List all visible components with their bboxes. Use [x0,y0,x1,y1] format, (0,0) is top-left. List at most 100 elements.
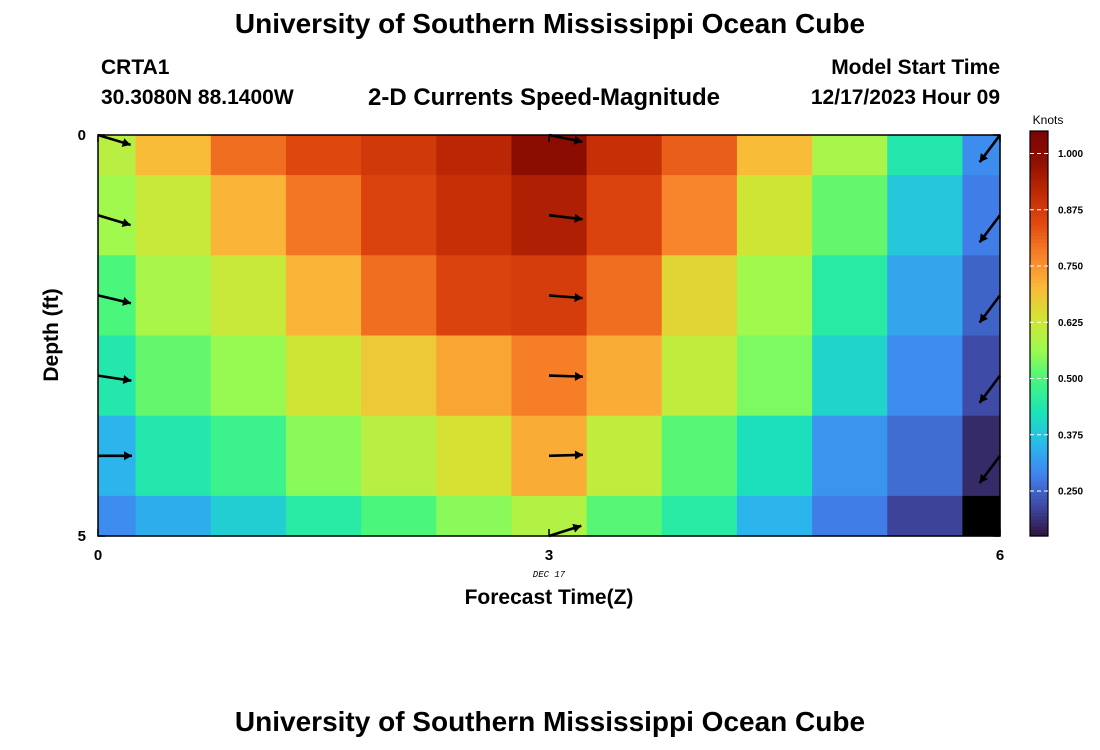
colorbar-segment [1030,323,1048,328]
colorbar-segment [1030,262,1048,267]
colorbar-segment [1030,478,1048,483]
heatmap-cell [361,255,437,337]
colorbar-segment [1030,313,1048,318]
heatmap-cell [586,255,663,337]
page-title: University of Southern Mississippi Ocean… [234,8,866,39]
heatmap-cell [586,495,663,537]
heatmap-cell [962,335,1001,417]
heatmap-cell [210,135,287,176]
heatmap-cell [661,135,738,176]
colorbar-segment [1030,316,1048,321]
colorbar-segment [1030,465,1048,470]
heatmap-cell [210,495,287,537]
colorbar-segment [1030,336,1048,341]
colorbar-segment [1030,455,1048,459]
vector-head [979,393,988,403]
colorbar-segment [1030,482,1048,486]
heatmap-cell [135,135,212,176]
vector-head [574,213,583,223]
heatmap-cell [586,135,663,176]
colorbar-segment [1030,218,1048,223]
current-vector [978,455,1002,484]
colorbar-segment [1030,188,1048,193]
current-vector [978,134,1002,163]
date-label: DEC 17 [533,570,566,580]
colorbar-segment [1030,333,1048,338]
current-vector [548,371,584,381]
vector-head [574,371,583,381]
colorbar-segment [1030,444,1048,449]
colorbar-segment [1030,509,1048,513]
colorbar-segment [1030,201,1048,206]
colorbar-segment [1030,384,1048,389]
colorbar-segment [1030,276,1048,281]
colorbar-segment [1030,424,1048,429]
heatmap-cell [361,495,437,537]
colorbar-segment [1030,421,1048,426]
colorbar-segment [1030,259,1048,264]
colorbar-segment [1030,272,1048,277]
colorbar-segment [1030,505,1048,510]
colorbar-segment [1030,367,1048,372]
colorbar-segment [1030,340,1048,345]
current-vector [978,374,1002,404]
colorbar-segment [1030,222,1048,227]
colorbar: 1.000 0.875 0.750 0.625 0.500 0.375 0.250 [1029,130,1083,537]
colorbar-segment [1030,205,1048,210]
vector-head [979,233,988,243]
heatmap-cell [736,135,813,176]
colorbar-segment [1030,303,1048,308]
colorbar-segment [1030,475,1048,480]
current-vector [548,523,582,538]
heatmap-cell [736,255,813,337]
heatmap-cell [285,415,362,497]
colorbar-segment [1030,131,1048,135]
colorbar-segment [1030,401,1048,405]
heatmap-cell [586,175,663,256]
colorbar-segment [1030,343,1048,348]
colorbar-segment [1030,330,1048,335]
colorbar-segment [1030,441,1048,446]
colorbar-segment [1030,461,1048,466]
colorbar-segment [1030,239,1048,243]
colorbar-segment [1030,282,1048,287]
colorbar-tick-label: 0.375 [1058,430,1083,441]
colorbar-segment [1030,198,1048,203]
heatmap-cell [812,175,888,256]
heatmap-cell [736,335,813,417]
vector-head [979,313,988,323]
heatmap-cell [135,335,212,417]
heatmap-cell [812,495,888,537]
colorbar-tick-label: 0.750 [1058,262,1083,273]
colorbar-segment [1030,417,1048,422]
colorbar-segment [1030,215,1048,220]
y-tick-label: 5 [78,528,86,545]
colorbar-tick-label: 0.250 [1058,487,1083,498]
station-coordinates: 30.3080N 88.1400W [101,86,294,109]
colorbar-segment [1030,134,1048,139]
colorbar-segment [1030,519,1048,524]
heatmap-cell [812,415,888,497]
colorbar-segment [1030,195,1048,200]
colorbar-segment [1030,161,1048,166]
heatmap-cell [98,175,137,256]
heatmap-cell [887,175,964,256]
heatmap-cell [436,415,513,497]
colorbar-segment [1030,468,1048,473]
colorbar-segment [1030,370,1048,375]
colorbar-segment [1030,394,1048,399]
colorbar-segment [1030,296,1048,301]
heatmap-cell [285,175,362,256]
colorbar-segment [1030,515,1048,520]
model-start-time: 12/17/2023 Hour 09 [810,86,1000,109]
colorbar-segment [1030,299,1048,304]
current-vector [548,292,583,302]
colorbar-segment [1030,407,1048,412]
vector-head [573,135,583,145]
colorbar-segment [1030,512,1048,517]
colorbar-segment [1030,174,1048,179]
y-tick-label: 0 [78,127,86,144]
y-axis-label: Depth (ft) [40,288,63,381]
heatmap-cell [887,495,964,537]
colorbar-segment [1030,411,1048,416]
